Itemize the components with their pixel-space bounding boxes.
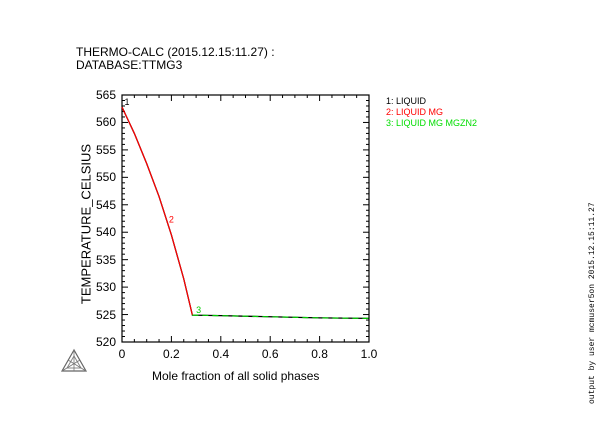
y-tick-label: 540 (95, 225, 116, 240)
x-tick-label: 0 (118, 347, 126, 361)
series-line-3 (192, 314, 370, 319)
y-tick-label: 565 (95, 88, 116, 102)
x-tick-label: 0.2 (163, 347, 180, 361)
plot-frame (121, 94, 370, 343)
legend-item: 3: LIQUID MG MGZN2 (386, 118, 478, 128)
x-axis-label: Mole fraction of all solid phases (152, 369, 320, 383)
x-tick-label: 0.6 (261, 347, 279, 361)
x-tick-label: 0.8 (311, 347, 328, 361)
curve-point-label: 3 (196, 305, 201, 315)
y-tick-label: 550 (95, 170, 116, 185)
thermo-calc-logo-icon (60, 348, 88, 372)
y-tick-label: 530 (95, 280, 116, 295)
point-labels: 1 2 3 (124, 97, 201, 315)
y-tick-label: 520 (95, 335, 116, 349)
series-line-2 (121, 106, 193, 316)
y-tick-label: 525 (95, 307, 116, 322)
y-tick-label: 535 (95, 252, 116, 267)
y-tick-label: 555 (95, 142, 116, 157)
legend-item: 1: LIQUID (386, 96, 427, 106)
curve-point-label: 2 (169, 214, 174, 224)
side-credit-text: output by user mcmuser5on 2015.12.15:11.… (588, 202, 597, 404)
x-tick-label: 0.4 (212, 347, 230, 361)
axis-ticks (121, 94, 370, 343)
y-tick-label: 560 (95, 115, 116, 130)
plot-border (121, 94, 370, 343)
chart-title-line-1: THERMO-CALC (2015.12.15:11.27) : (76, 45, 275, 59)
series-line-1 (121, 106, 370, 320)
series-lines (121, 106, 370, 320)
x-tick-label: 1.0 (360, 347, 378, 361)
chart-title-line-2: DATABASE:TTMG3 (76, 58, 183, 72)
curve-point-label: 1 (124, 97, 129, 107)
legend-item: 2: LIQUID MG (386, 107, 444, 117)
y-tick-label: 545 (95, 197, 116, 212)
